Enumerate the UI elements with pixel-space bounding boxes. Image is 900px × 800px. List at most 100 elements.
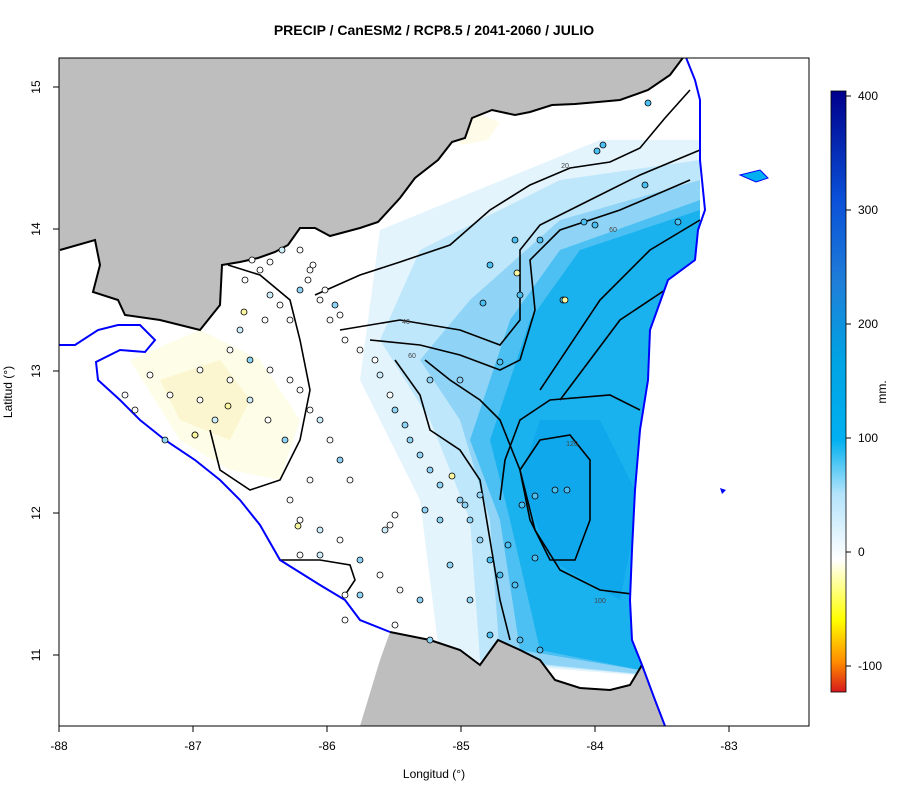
station-marker — [386, 391, 394, 399]
station-marker — [281, 436, 289, 444]
station-marker — [241, 276, 249, 284]
station-marker — [294, 522, 302, 530]
station-marker — [266, 291, 274, 299]
station-marker — [396, 586, 404, 594]
contour-line — [369, 179, 691, 371]
station-marker — [226, 376, 234, 384]
contour-line — [339, 149, 701, 346]
station-marker — [161, 436, 169, 444]
contour-line — [209, 264, 311, 491]
contour-label: 120 — [566, 441, 578, 448]
station-marker — [531, 554, 539, 562]
corn-islands — [738, 169, 769, 183]
y-tick-label: 12 — [29, 506, 43, 520]
station-marker — [486, 556, 494, 564]
station-marker — [296, 386, 304, 394]
contour-line — [499, 394, 641, 501]
station-marker — [346, 476, 354, 484]
x-tick-label: -87 — [184, 739, 202, 753]
pacific-ocean — [59, 325, 390, 726]
colorbar: 400 300 200 100 0 -100 mm. — [830, 89, 889, 693]
y-tick-label: 13 — [29, 364, 43, 378]
contour-label: 100 — [594, 598, 606, 605]
contour-line — [559, 279, 681, 401]
station-marker — [426, 636, 434, 644]
honduras-border — [59, 58, 684, 332]
station-marker — [591, 221, 599, 229]
contour-lines — [209, 89, 701, 641]
colorbar-unit: mm. — [875, 380, 889, 403]
station-marker — [240, 308, 248, 316]
station-marker — [456, 496, 464, 504]
station-marker — [196, 396, 204, 404]
station-marker — [426, 376, 434, 384]
station-marker — [421, 506, 429, 514]
station-marker — [336, 456, 344, 464]
station-marker — [516, 291, 524, 299]
station-marker — [226, 346, 234, 354]
colorbar-tick-label: 200 — [858, 317, 878, 331]
small-island — [720, 488, 726, 494]
station-marker — [456, 376, 464, 384]
station-marker — [476, 491, 484, 499]
colorbar-tick-label: -100 — [858, 659, 882, 673]
station-marker — [341, 591, 349, 599]
station-marker — [531, 492, 539, 500]
station-marker — [386, 521, 394, 529]
station-marker — [276, 301, 284, 309]
station-marker — [316, 416, 324, 424]
station-marker — [371, 356, 379, 364]
station-marker — [246, 396, 254, 404]
station-marker — [513, 269, 521, 277]
x-tick-label: -83 — [720, 739, 738, 753]
station-marker — [356, 346, 364, 354]
station-marker — [321, 286, 329, 294]
caribbean-coastline — [628, 58, 707, 726]
station-marker — [518, 501, 526, 509]
station-marker — [580, 218, 588, 226]
station-marker — [461, 501, 469, 509]
station-marker — [381, 526, 389, 534]
station-marker — [496, 571, 504, 579]
station-marker — [286, 376, 294, 384]
station-marker — [296, 551, 304, 559]
station-marker — [336, 311, 344, 319]
station-marker — [326, 316, 334, 324]
station-marker — [336, 536, 344, 544]
station-marker — [341, 336, 349, 344]
x-tick-label: -88 — [50, 739, 68, 753]
station-marker — [131, 406, 139, 414]
station-marker — [309, 261, 317, 269]
plot-frame — [58, 57, 810, 727]
contour-label: 60 — [408, 353, 416, 360]
caribbean-sea — [630, 58, 809, 726]
weather-stations — [121, 99, 682, 654]
station-marker — [416, 596, 424, 604]
station-marker — [486, 261, 494, 269]
map-title: PRECIP / CanESM2 / RCP8.5 / 2041-2060 / … — [274, 22, 594, 38]
station-marker — [316, 526, 324, 534]
contour-label: 60 — [609, 227, 617, 234]
station-marker — [296, 246, 304, 254]
station-marker — [246, 356, 254, 364]
station-marker — [391, 511, 399, 519]
station-marker — [224, 402, 232, 410]
station-marker — [264, 416, 272, 424]
station-marker — [593, 147, 601, 155]
station-marker — [391, 406, 399, 414]
station-marker — [391, 621, 399, 629]
station-marker — [306, 476, 314, 484]
x-tick-label: -84 — [586, 739, 604, 753]
station-marker — [196, 366, 204, 374]
station-marker — [376, 571, 384, 579]
station-marker — [356, 556, 364, 564]
station-marker — [286, 496, 294, 504]
y-axis: 15 14 13 12 11 — [29, 80, 59, 661]
colorbar-tick-label: 300 — [858, 203, 878, 217]
colorbar-tick-label: 100 — [858, 431, 878, 445]
costa-rica-border — [389, 631, 643, 692]
contour-line — [280, 559, 356, 596]
station-marker — [316, 551, 324, 559]
station-marker — [511, 581, 519, 589]
